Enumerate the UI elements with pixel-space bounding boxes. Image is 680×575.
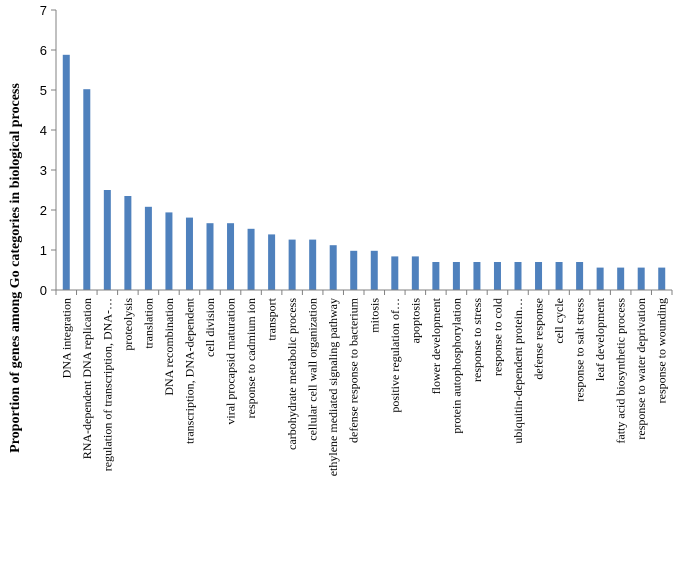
x-category-label: mitosis [367, 298, 381, 333]
bars [62, 54, 666, 290]
x-category-label: DNA integration [59, 298, 73, 378]
x-category-label: cellular cell wall organization [306, 298, 320, 441]
x-category-label: response to water deprivation [634, 298, 648, 440]
bar [206, 223, 214, 290]
bar [658, 267, 666, 290]
x-category-label: positive regulation of… [388, 298, 402, 413]
bar [83, 89, 91, 290]
bar [493, 262, 501, 290]
x-category-label: response to cold [490, 298, 504, 376]
x-category-label: carbohydrate metabolic process [285, 298, 299, 450]
x-category-label: viral procapsid maturation [224, 298, 238, 425]
x-category-label: flower development [429, 297, 443, 394]
y-tick-label: 5 [40, 83, 47, 98]
x-category-label: defense response to bacterium [347, 297, 361, 443]
x-category-label: proteolysis [121, 298, 135, 351]
y-axis: 0 1 2 3 4 5 6 7 [40, 3, 57, 298]
bar [555, 262, 563, 290]
bar [452, 262, 460, 290]
bar [411, 256, 419, 290]
bar [637, 267, 645, 290]
x-category-label: apoptosis [408, 298, 422, 344]
y-tick-label: 3 [40, 163, 47, 178]
bar [473, 262, 481, 290]
x-axis: DNA integration RNA-dependent DNA replica… [55, 289, 673, 476]
bar [350, 250, 358, 290]
bar [391, 256, 399, 290]
bar [617, 267, 625, 290]
bar [329, 245, 337, 290]
y-tick-label: 2 [40, 203, 47, 218]
bar [596, 267, 604, 290]
bar [268, 234, 276, 290]
x-category-label: DNA recombination [162, 298, 176, 396]
x-category-label: cell cycle [552, 298, 566, 344]
bar [185, 217, 193, 290]
bar [247, 228, 255, 290]
bar [124, 196, 132, 290]
bar [62, 54, 70, 290]
x-category-label: translation [141, 298, 155, 349]
y-tick-label: 0 [40, 283, 47, 298]
bar [103, 190, 111, 290]
x-category-label: response to stress [470, 298, 484, 382]
x-category-label: transcription, DNA-dependent [182, 297, 196, 444]
x-category-label: ubiquitin-dependent protein… [511, 298, 525, 444]
bar [309, 239, 317, 290]
x-category-label: ethylene mediated signaling pathway [326, 298, 340, 476]
x-category-label: RNA-dependent DNA replication [80, 298, 94, 459]
x-category-label: defense response [532, 298, 546, 380]
bar [227, 223, 235, 290]
x-category-label: protein autophosphorylation [449, 298, 463, 434]
y-tick-label: 7 [40, 3, 47, 18]
x-category-label: transport [265, 297, 279, 340]
y-tick-label: 6 [40, 43, 47, 58]
bar [514, 262, 522, 290]
x-category-label: fatty acid biosynthetic process [614, 298, 628, 444]
y-axis-title: Proportion of genes among Go categories … [8, 83, 23, 453]
x-category-label: response to cadmium ion [244, 298, 258, 418]
x-category-label: response to salt stress [573, 298, 587, 402]
bar [370, 250, 378, 290]
y-tick-label: 1 [40, 243, 47, 258]
y-tick-label: 4 [40, 123, 47, 138]
x-category-label: leaf development [593, 297, 607, 381]
bar [288, 239, 296, 290]
bar [432, 262, 440, 290]
x-category-label: regulation of transcription, DNA-… [100, 298, 114, 471]
bar [165, 212, 173, 290]
bar [576, 262, 584, 290]
bar [144, 206, 152, 290]
x-category-label: response to wounding [655, 298, 669, 403]
x-category-label: cell division [203, 298, 217, 357]
bar [535, 262, 543, 290]
